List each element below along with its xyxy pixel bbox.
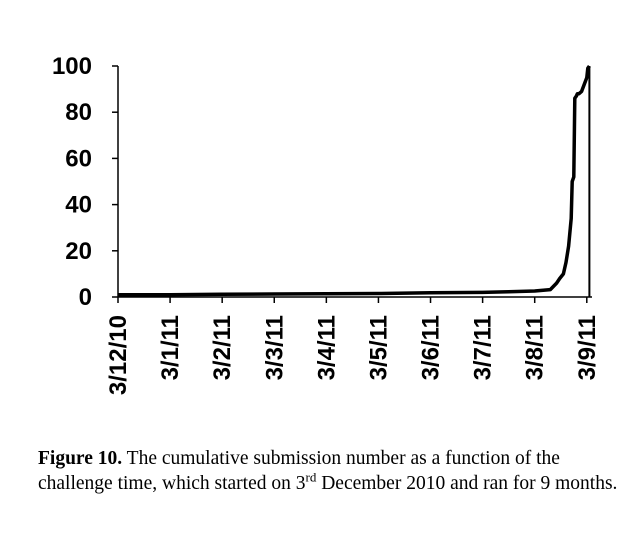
caption-label: Figure 10. [38,448,123,469]
figure-caption: Figure 10. The cumulative submission num… [38,446,618,496]
y-tick-label: 60 [65,145,92,172]
x-tick-label: 3/4/11 [313,315,340,380]
x-tick-label: 3/3/11 [261,315,288,380]
y-axis [112,65,119,298]
y-tick-label: 80 [65,99,92,126]
y-tick-label: 0 [79,284,92,311]
y-tick-label: 100 [52,53,92,80]
x-tick-label: 3/12/10 [105,315,132,395]
caption-text: The cumulative submission number as a fu… [38,448,560,494]
x-tick-label: 3/1/11 [157,315,184,380]
y-tick-label: 40 [65,192,92,219]
caption-superscript: rd [305,469,317,485]
y-tick-label: 20 [65,238,92,265]
x-tick-labels: 3/12/10 3/1/11 3/2/11 3/3/11 3/4/11 3/5/11 3/6… [105,315,601,395]
x-tick-label: 3/2/11 [209,315,236,380]
x-axis [117,296,592,303]
series-group [118,65,591,297]
series-line [118,65,591,297]
x-tick-label: 3/7/11 [470,315,497,380]
y-tick-labels: 0 20 40 60 80 100 [52,53,92,311]
x-tick-label: 3/8/11 [522,315,549,380]
x-tick-label: 3/5/11 [365,315,392,380]
caption-text-end: December 2010 and ran for 9 months. [316,473,618,494]
x-tick-label: 3/9/11 [574,315,601,380]
x-tick-label: 3/6/11 [418,315,445,380]
